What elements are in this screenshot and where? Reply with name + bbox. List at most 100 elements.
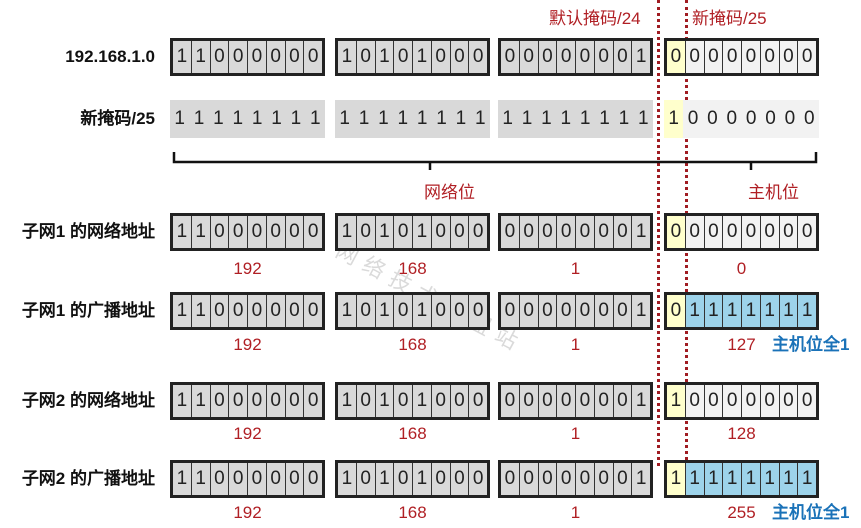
bit-cell: 0 [450, 41, 470, 73]
bit-cell: 0 [557, 385, 576, 417]
bit-cell: 1 [232, 108, 244, 129]
bit-cell: 1 [338, 463, 357, 495]
octet-decimal: 255 [727, 503, 756, 522]
bit-cell: 0 [594, 385, 614, 417]
bit-cell: 0 [667, 295, 686, 327]
bit-cell: 0 [229, 41, 248, 73]
row-label: 子网2 的网络地址 [21, 391, 155, 410]
bit-cell: 1 [173, 295, 192, 327]
bit-cell: 0 [229, 216, 248, 248]
bit-cell: 0 [702, 100, 723, 138]
bit-cell: 1 [632, 385, 650, 417]
bit-cell: 0 [285, 41, 305, 73]
bit-cell: 1 [541, 108, 552, 129]
bit-cell: 1 [174, 108, 185, 129]
bit-cell: 1 [632, 216, 650, 248]
bit-cell: 1 [760, 463, 780, 495]
bit-cell: 0 [519, 463, 539, 495]
host-all-ones-note: 主机位全1 [772, 503, 850, 522]
bit-cell: 1 [375, 41, 395, 73]
bit-cell: 0 [266, 463, 286, 495]
bit-cell: 1 [191, 463, 211, 495]
bit-cell: 1 [191, 41, 211, 73]
bit-cell: 0 [469, 385, 487, 417]
bit-cell: 0 [519, 385, 539, 417]
bit-cell: 0 [266, 295, 286, 327]
bit-cell: 1 [193, 108, 205, 129]
bit-cell: 1 [251, 108, 263, 129]
bit-cell: 0 [210, 295, 230, 327]
bit-cell: 0 [576, 385, 595, 417]
bit-cell: 1 [271, 108, 282, 129]
bit-cell: 1 [397, 108, 409, 129]
bit-cell: 0 [394, 295, 413, 327]
bit-cell: 0 [685, 385, 705, 417]
bit-cell: 0 [576, 216, 595, 248]
bit-cell: 0 [501, 385, 520, 417]
bit-cell: 0 [557, 41, 576, 73]
bit-cell: 1 [664, 100, 684, 138]
bit-cell: 1 [173, 216, 192, 248]
bit-cell: 1 [338, 216, 357, 248]
bit-cell: 1 [798, 463, 816, 495]
bit-cell: 0 [613, 295, 633, 327]
bit-cell: 0 [594, 295, 614, 327]
bit-cell: 0 [613, 463, 633, 495]
bit-cell: 1 [779, 463, 799, 495]
bit-cell: 0 [742, 216, 761, 248]
bit-cell: 1 [173, 385, 192, 417]
octet-decimal: 1 [570, 503, 581, 522]
bit-cell: 0 [798, 41, 816, 73]
octet-decimal: 128 [727, 424, 756, 443]
bit-cell: 0 [304, 216, 322, 248]
bit-cell: 0 [538, 463, 558, 495]
new-mask-label: 新掩码/25 [692, 9, 767, 28]
bit-cell: 0 [285, 385, 305, 417]
bit-cell: 0 [229, 463, 248, 495]
bit-cell: 1 [290, 108, 302, 129]
octet-decimal: 192 [233, 335, 262, 354]
bit-cell: 0 [667, 216, 686, 248]
bit-cell: 1 [455, 108, 467, 129]
bit-cell: 1 [375, 295, 395, 327]
host-brace [686, 152, 818, 170]
bit-cell: 0 [229, 295, 248, 327]
octet-decimal: 168 [398, 424, 427, 443]
bit-cell: 0 [431, 463, 451, 495]
bit-cell: 1 [723, 295, 742, 327]
bit-cell: 0 [723, 216, 742, 248]
bit-cell: 0 [519, 41, 539, 73]
row-label: 192.168.1.0 [65, 47, 155, 66]
bit-cell: 0 [742, 385, 761, 417]
row-label: 子网1 的广播地址 [21, 301, 155, 320]
bit-cell: 0 [210, 41, 230, 73]
bit-cell: 1 [704, 463, 724, 495]
bit-cell: 0 [469, 41, 487, 73]
bit-cell: 0 [285, 295, 305, 327]
bit-cell: 0 [685, 41, 705, 73]
default-mask-label: 默认掩码/24 [549, 9, 641, 28]
bit-cell: 0 [594, 41, 614, 73]
octet-decimal: 127 [727, 335, 756, 354]
bit-cell: 1 [560, 108, 572, 129]
bit-cell: 0 [538, 385, 558, 417]
bit-cell: 0 [723, 385, 742, 417]
bit-cell: 1 [191, 295, 211, 327]
bit-cell: 0 [704, 41, 724, 73]
bit-cell: 1 [358, 108, 370, 129]
bit-cell: 1 [413, 41, 432, 73]
bit-cell: 0 [685, 216, 705, 248]
bit-cell: 1 [632, 295, 650, 327]
